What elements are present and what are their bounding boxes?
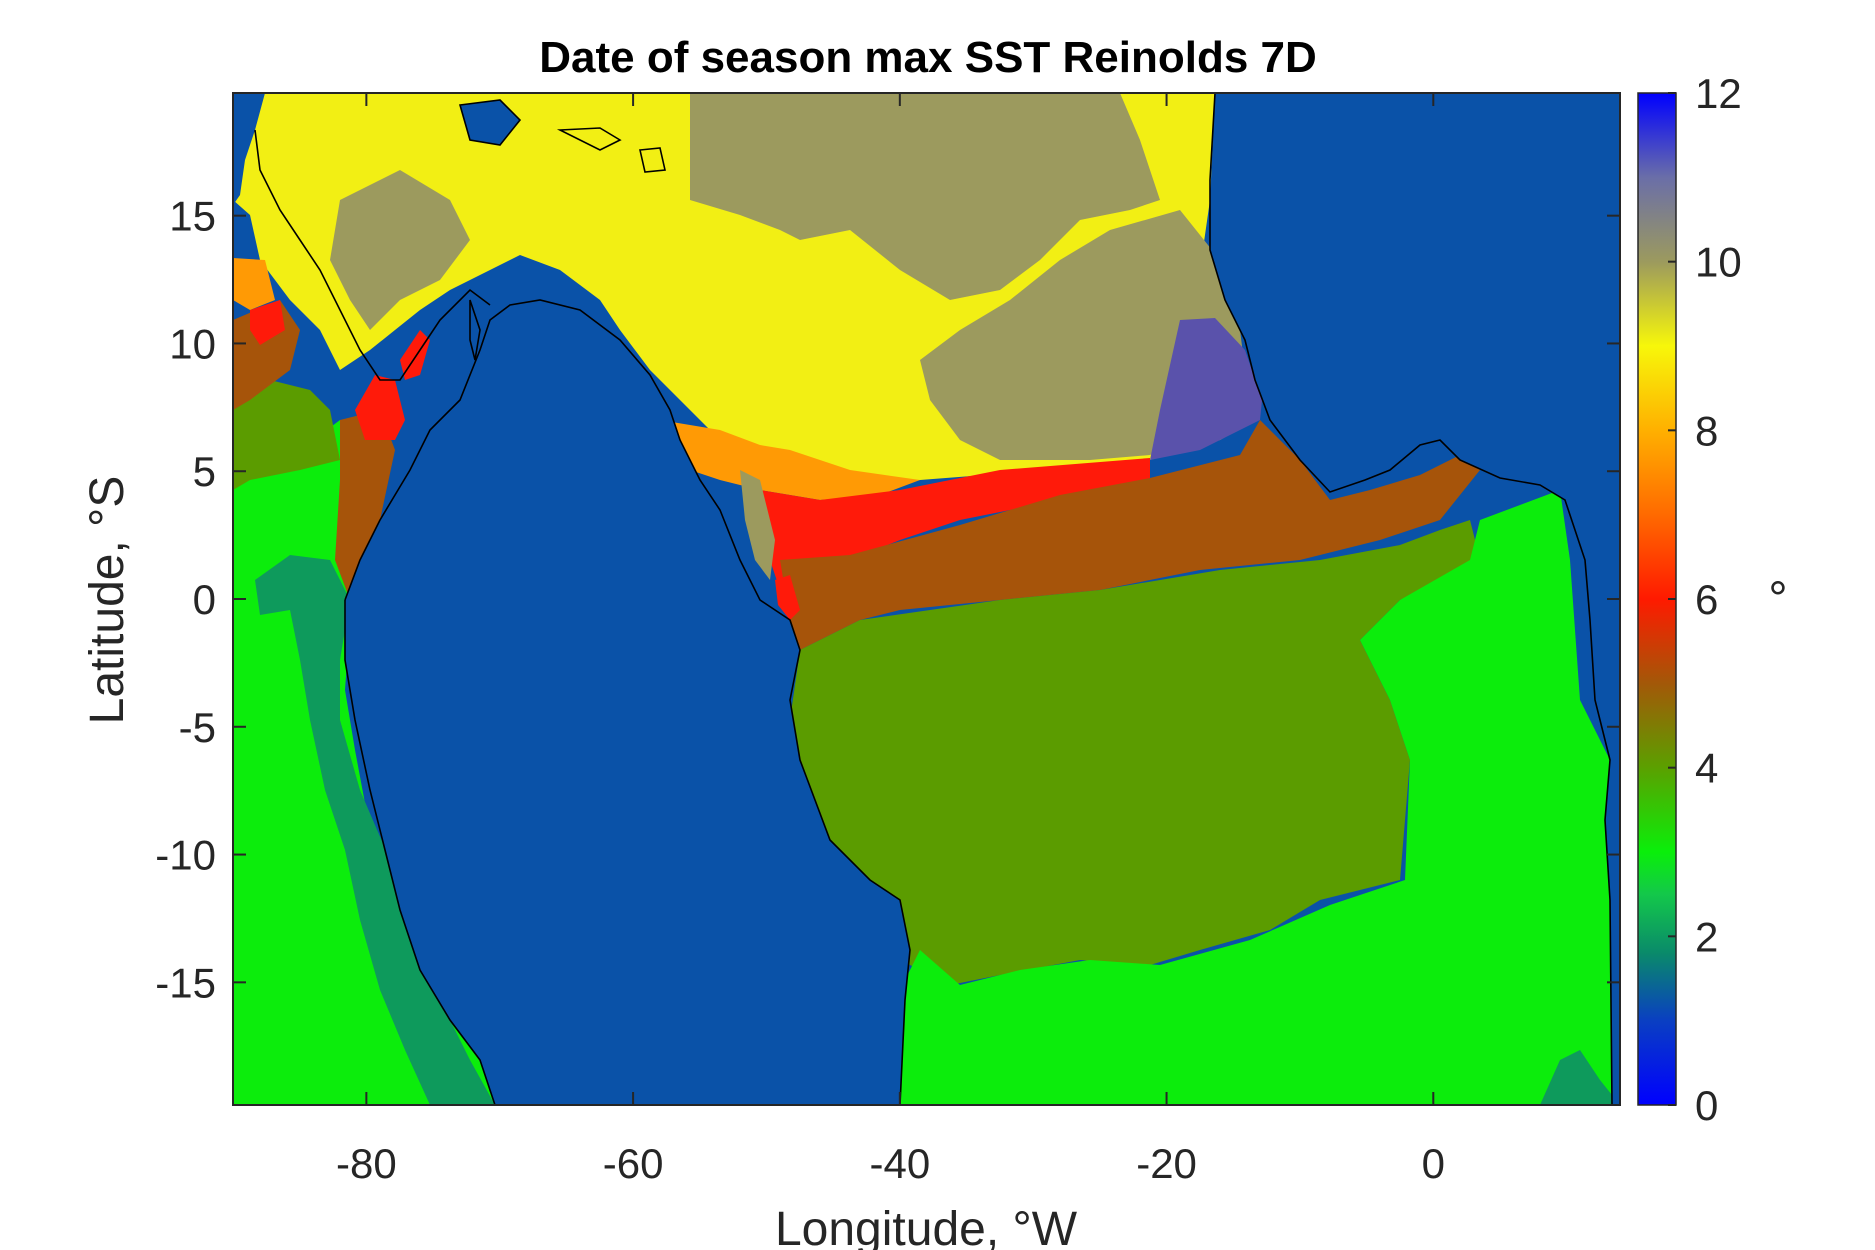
y-tick-label: -10 <box>155 832 216 879</box>
y-tick-label: 5 <box>193 448 216 495</box>
orange-band <box>660 420 920 500</box>
pacific-olive-green-strip <box>233 380 340 490</box>
colorbar-tick-label: 10 <box>1695 239 1742 286</box>
colorbar-tick-label: 8 <box>1695 407 1718 454</box>
olive-region-north <box>690 93 1160 300</box>
coastline-south-america <box>344 299 911 1105</box>
pacific-red-patch <box>250 300 285 345</box>
south-atlantic-bright-green <box>900 490 1620 1105</box>
y-tick-label: -5 <box>179 704 216 751</box>
x-tick-label: -80 <box>336 1140 397 1187</box>
figure-title: Date of season max SST Reinolds 7D <box>539 33 1317 82</box>
africa-landmass <box>1210 93 1620 1105</box>
colorbar-label: ° <box>1768 573 1787 626</box>
teal-patch-south-africa <box>1540 1050 1620 1105</box>
colorbar-tick-label: 0 <box>1695 1082 1718 1129</box>
x-tick-label: -20 <box>1136 1140 1197 1187</box>
brown-band <box>780 420 1480 650</box>
olive-coast-strip <box>740 470 775 580</box>
coastline-central-america <box>254 129 491 381</box>
colorbar-tick-label: 2 <box>1695 913 1718 960</box>
y-tick-label: 0 <box>193 576 216 623</box>
y-axis-label: Latitude, °S <box>81 476 134 725</box>
pacific-orange-patch <box>233 258 275 310</box>
y-tick-label: 10 <box>169 320 216 367</box>
colorbar-ticks: 0 2 4 6 8 10 12 <box>1668 70 1742 1129</box>
colorbar-tick-label: 4 <box>1695 745 1718 792</box>
y-tick-label: 15 <box>169 193 216 240</box>
y-tick-label: -15 <box>155 959 216 1006</box>
x-tick-label: -40 <box>869 1140 930 1187</box>
south-atlantic-olive-green <box>790 520 1480 985</box>
x-tick-label: -60 <box>603 1140 664 1187</box>
coastline-africa <box>1209 93 1613 1105</box>
coastlines <box>254 93 1613 1105</box>
caribbean-island-blue <box>460 100 520 145</box>
purple-region <box>1150 318 1262 460</box>
north-america-landmass <box>233 93 265 205</box>
colorbar-tick-label: 12 <box>1695 70 1742 117</box>
y-axis-ticks: 15 10 5 0 -5 -10 -15 <box>155 193 1620 1006</box>
central-america-brown <box>335 410 395 600</box>
colorbar-tick-label: 6 <box>1695 576 1718 623</box>
amazon-delta-detail <box>775 575 800 620</box>
pacific-teal-strip <box>255 555 495 1105</box>
x-tick-label: 0 <box>1422 1140 1445 1187</box>
olive-region-west <box>330 170 470 330</box>
x-axis-ticks: -80 -60 -40 -20 0 <box>336 93 1445 1187</box>
coastline-caribbean-islands <box>458 99 666 361</box>
south-america-landmass <box>345 300 910 1105</box>
coastline-pacific-south-america <box>344 600 496 1105</box>
central-america-red <box>355 375 405 440</box>
x-axis-label: Longitude, °W <box>775 1203 1078 1250</box>
map-area <box>233 93 1620 1105</box>
